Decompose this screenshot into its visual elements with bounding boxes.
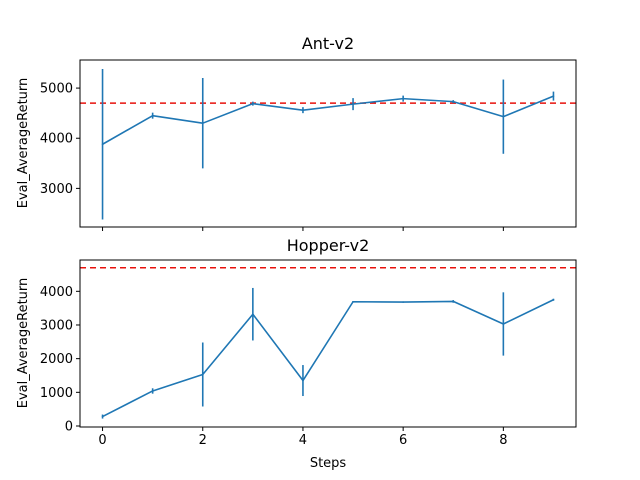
series-line (102, 95, 554, 145)
x-axis-label: Steps (310, 456, 347, 471)
y-tick-label: 4000 (40, 285, 73, 300)
data-point (302, 109, 304, 111)
data-point (502, 115, 505, 118)
data-point (252, 102, 254, 105)
subplot-hopper: Hopper-v2 Eval_AverageReturn (16, 236, 369, 408)
subplot-ant: Ant-v2 Eval_AverageReturn (16, 34, 354, 208)
data-point (402, 97, 404, 100)
y-tick-label: 3000 (40, 318, 73, 333)
x-tick-label: 0 (98, 433, 106, 448)
x-tick-label: 4 (299, 433, 307, 448)
data-point (402, 301, 404, 303)
y-tick-label: 0 (65, 419, 73, 434)
data-point (201, 122, 204, 124)
series-line (102, 299, 554, 418)
y-tick-label: 2000 (40, 352, 73, 367)
data-point (151, 114, 154, 117)
data-point (352, 300, 354, 303)
y-axis-label: Eval_AverageReturn (16, 278, 31, 409)
data-point (151, 390, 154, 392)
data-point (101, 415, 104, 418)
chart-title: Hopper-v2 (287, 236, 370, 255)
x-tick-label: 2 (199, 433, 207, 448)
y-tick-label: 5000 (40, 82, 73, 97)
plot-frame (79, 259, 577, 428)
plot-area: 3000 4000 5000 (40, 59, 577, 231)
x-tick-label: 6 (399, 433, 407, 448)
y-tick-label: 1000 (40, 386, 73, 401)
data-point (502, 323, 505, 325)
data-point (252, 313, 254, 316)
plot-frame (79, 59, 577, 228)
data-point (552, 298, 555, 301)
y-tick-label: 3000 (40, 182, 73, 197)
plot-area: 0 2 4 6 8 0 1000 2000 3000 4000 (40, 259, 577, 448)
y-tick-label: 4000 (40, 132, 73, 147)
data-point (552, 95, 555, 97)
data-point (101, 143, 104, 146)
data-point (452, 300, 455, 303)
data-point (352, 103, 354, 105)
x-tick-label: 8 (499, 433, 507, 448)
y-axis-label: Eval_AverageReturn (16, 78, 31, 209)
chart-title: Ant-v2 (302, 34, 354, 53)
data-point (452, 100, 455, 103)
data-point (201, 373, 204, 376)
data-point (302, 379, 304, 382)
